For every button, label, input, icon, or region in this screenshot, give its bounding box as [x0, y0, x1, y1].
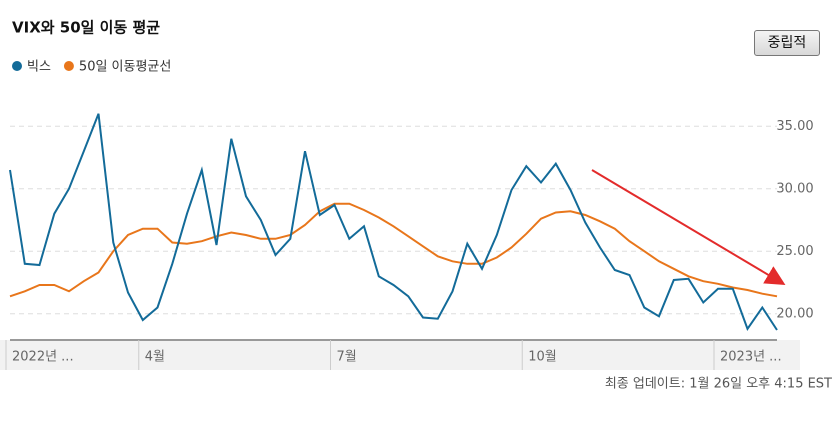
x-tick-label: 7월 — [337, 350, 357, 365]
update-note: 최종 업데이트: 1월 26일 오후 4:15 EST — [605, 377, 832, 392]
legend-dot — [63, 61, 74, 71]
y-tick-label: 35.00 — [776, 119, 813, 134]
y-tick-label: 20.00 — [776, 306, 813, 321]
legend-label: 50일 이동평균선 — [79, 60, 171, 75]
x-tick-label: 2022년 ... — [12, 350, 74, 365]
x-axis-band — [0, 340, 800, 370]
chart-title: VIX와 50일 이동 평균 — [12, 19, 160, 37]
trend-arrow — [591, 169, 786, 286]
y-tick-label: 30.00 — [776, 181, 813, 196]
x-tick-label: 2023년 ... — [720, 350, 782, 365]
button[interactable]: 중립적 — [754, 30, 820, 56]
legend-dot — [12, 61, 22, 71]
x-tick-label: 4월 — [145, 350, 165, 365]
series-line — [9, 202, 778, 298]
series-line — [9, 113, 778, 331]
x-tick-label: 10월 — [528, 350, 557, 365]
legend-label: 빅스 — [27, 60, 51, 75]
y-tick-label: 25.00 — [776, 244, 813, 259]
